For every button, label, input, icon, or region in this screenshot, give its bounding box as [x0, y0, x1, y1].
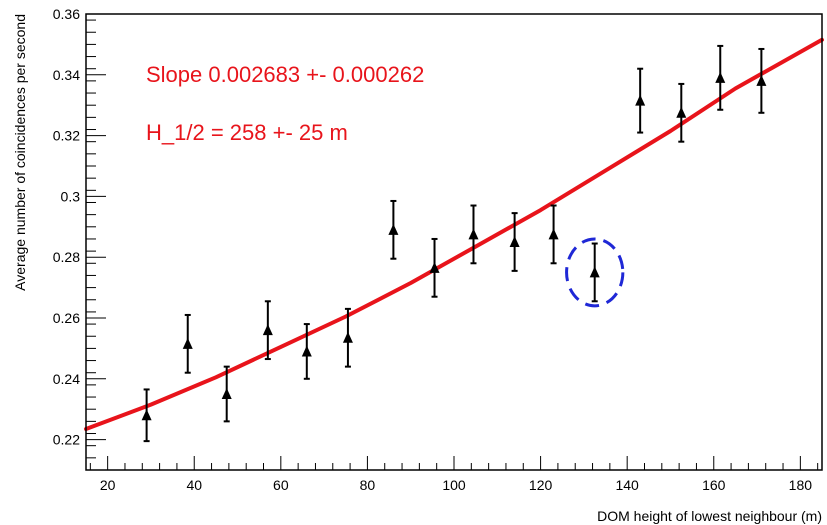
data-point [429, 237, 440, 298]
x-tick-label: 180 [789, 477, 813, 493]
x-tick-label: 20 [100, 477, 116, 493]
triangle-marker [676, 106, 687, 118]
triangle-marker [301, 345, 312, 357]
y-tick-label: 0.3 [61, 188, 81, 204]
x-tick-label: 140 [615, 477, 639, 493]
data-point [221, 365, 232, 423]
triangle-marker [141, 409, 152, 421]
data-point [262, 300, 273, 361]
triangle-marker [221, 388, 232, 399]
triangle-marker [262, 324, 273, 336]
data-point [676, 82, 687, 143]
triangle-marker [589, 266, 600, 278]
x-tick-label: 100 [442, 477, 466, 493]
y-tick-label: 0.36 [53, 6, 80, 22]
x-tick-label: 120 [529, 477, 553, 493]
triangle-marker [756, 74, 767, 86]
y-tick-label: 0.32 [53, 128, 80, 144]
triangle-marker [342, 331, 353, 343]
x-tick-label: 60 [273, 477, 289, 493]
data-point [342, 307, 353, 368]
annotation-slope: Slope 0.002683 +- 0.000262 [146, 62, 424, 87]
data-point [301, 323, 312, 380]
ticks-layer: 20 40 60 80 100 120 140 160 180 0.22 0.24 0.26 0.28 0… [53, 6, 819, 493]
fit-curve [84, 37, 824, 431]
data-point [548, 204, 559, 265]
data-point [756, 47, 767, 114]
y-axis-title: Average number of coincidences per secon… [12, 14, 28, 291]
triangle-marker [715, 71, 726, 83]
y-tick-label: 0.26 [53, 310, 80, 326]
highlight-layer [565, 237, 625, 308]
triangle-marker [388, 223, 399, 235]
y-tick-label: 0.28 [53, 249, 80, 265]
highlight-ellipse [565, 237, 625, 308]
triangle-marker [468, 228, 479, 240]
triangle-marker [509, 236, 520, 247]
triangle-marker [635, 94, 646, 106]
data-point [468, 204, 479, 265]
data-point [182, 313, 193, 374]
annotation-half-height: H_1/2 = 258 +- 25 m [146, 120, 348, 145]
triangle-marker [429, 261, 440, 273]
triangle-marker [182, 337, 193, 349]
fit-layer [84, 37, 824, 431]
data-point [388, 199, 399, 260]
triangle-marker [548, 228, 559, 240]
y-tick-label: 0.22 [53, 432, 80, 448]
data-point [589, 242, 600, 303]
data-point [715, 44, 726, 111]
x-tick-label: 160 [702, 477, 726, 493]
points-layer [141, 44, 767, 443]
data-point [635, 67, 646, 134]
y-tick-label: 0.34 [53, 67, 80, 83]
data-point [509, 212, 520, 272]
x-axis-title: DOM height of lowest neighbour (m) [597, 508, 822, 524]
x-tick-label: 40 [186, 477, 202, 493]
x-tick-label: 80 [360, 477, 376, 493]
plot-frame [85, 13, 823, 471]
data-point [141, 388, 152, 443]
y-tick-label: 0.24 [53, 371, 80, 387]
